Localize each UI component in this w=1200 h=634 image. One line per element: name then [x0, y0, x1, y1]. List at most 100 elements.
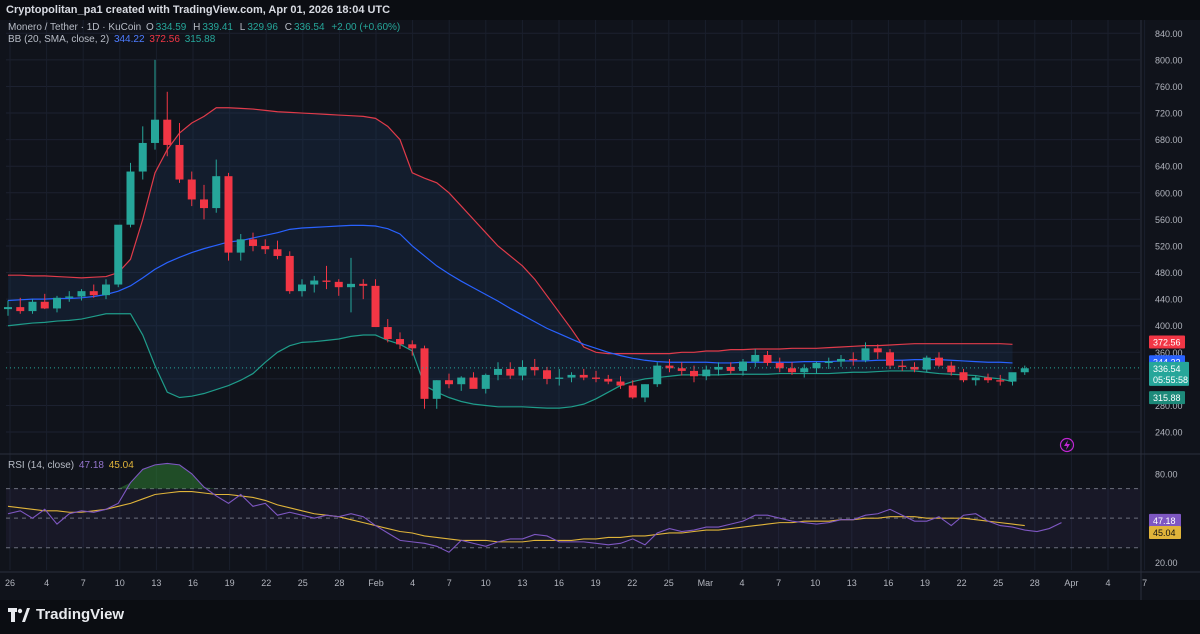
time-tick-label: 4: [44, 578, 49, 588]
candle: [40, 293, 49, 310]
candle-body: [310, 280, 319, 285]
candle: [151, 59, 159, 150]
candle-body: [420, 348, 429, 399]
time-tick-label: 19: [920, 578, 930, 588]
candle-body: [579, 374, 588, 378]
bb-basis-value: 344.22: [113, 34, 145, 45]
time-tick-label: 25: [993, 578, 1003, 588]
candle-body: [616, 381, 625, 386]
candle: [28, 299, 37, 314]
candle: [788, 362, 796, 375]
time-tick-label: 7: [1142, 578, 1147, 588]
time-tick-label: 16: [554, 578, 564, 588]
price-tick-label: 520.00: [1155, 241, 1183, 251]
candle-body: [739, 361, 747, 371]
candle-body: [175, 144, 184, 180]
rsi-value-badge-bg: [1149, 513, 1181, 527]
candle-body: [592, 377, 600, 379]
candle-body: [408, 344, 417, 349]
candle-body: [690, 370, 698, 377]
candle-body: [788, 368, 796, 373]
candle-body: [971, 377, 980, 381]
price-chart-svg[interactable]: 840.00800.00760.00720.00680.00640.00600.…: [0, 20, 1200, 600]
alert-ring: [1059, 437, 1075, 453]
candle-body: [457, 377, 466, 385]
rsi-ma-badge: 45.04: [1149, 526, 1181, 540]
candle: [543, 366, 551, 385]
candle-body: [445, 380, 453, 385]
candle: [800, 364, 809, 378]
candle: [579, 368, 588, 381]
legend-open: 334.59: [155, 22, 187, 33]
candle: [971, 375, 980, 386]
candle: [408, 340, 417, 356]
candle: [947, 361, 956, 376]
candle: [126, 162, 135, 228]
candle-body: [322, 280, 331, 282]
alert-bolt: [1064, 440, 1070, 450]
price-tick-label: 440.00: [1155, 295, 1183, 305]
time-tick-label: 28: [1030, 578, 1040, 588]
price-tick-label: 840.00: [1155, 29, 1183, 39]
candle: [935, 352, 943, 367]
candle: [824, 357, 833, 369]
candle-body: [28, 301, 37, 312]
candle-body: [837, 358, 845, 362]
legend-high: 339.41: [202, 22, 233, 33]
price-tick-label: 400.00: [1155, 321, 1183, 331]
candle-body: [236, 239, 245, 253]
candle-body: [824, 361, 833, 363]
candle: [567, 372, 576, 383]
rsi-tick-label: 20.00: [1155, 558, 1178, 568]
last-price-text: 336.54: [1153, 364, 1181, 374]
time-tick-label: 7: [776, 578, 781, 588]
candle-body: [665, 365, 674, 369]
candle-body: [359, 283, 368, 286]
bb-lower-badge-bg: [1149, 391, 1185, 405]
bb-lower-badge-text: 315.88: [1153, 393, 1181, 403]
time-tick-label: 13: [151, 578, 161, 588]
candle-body: [481, 374, 490, 389]
candle: [4, 300, 12, 316]
candle-body: [151, 119, 159, 143]
candle-body: [935, 357, 943, 366]
rsi-ma-badge-bg: [1149, 526, 1181, 540]
price-tick-label: 720.00: [1155, 109, 1183, 119]
legend-low: 329.96: [247, 22, 278, 33]
time-tick-label: 25: [664, 578, 674, 588]
candle: [261, 239, 270, 254]
bb-upper-badge-bg: [1149, 335, 1185, 349]
candle: [763, 350, 772, 366]
candle-body: [898, 365, 907, 367]
candle: [812, 361, 821, 374]
chart-area[interactable]: 840.00 800.00 760.00 720.00 680.00 640.00 600.…: [0, 20, 1200, 600]
bb-upper-badge: 372.56: [1149, 335, 1185, 349]
candle-body: [518, 366, 527, 376]
time-tick-label: Apr: [1064, 578, 1078, 588]
tradingview-logo-icon: [8, 607, 30, 622]
candle-body: [16, 307, 25, 312]
candle-body: [677, 368, 686, 371]
candle: [616, 376, 625, 389]
candle-body: [800, 368, 809, 373]
candle: [996, 374, 1005, 386]
time-tick-label: Mar: [698, 578, 714, 588]
candle: [518, 360, 527, 381]
candle: [922, 355, 931, 373]
candle: [347, 257, 355, 313]
candle: [628, 380, 637, 399]
time-tick-label: 4: [739, 578, 744, 588]
price-tick-label: 600.00: [1155, 188, 1183, 198]
price-tick-label: 800.00: [1155, 55, 1183, 65]
time-tick-label: 19: [225, 578, 235, 588]
candle: [739, 358, 747, 376]
tradingview-brand[interactable]: TradingView: [8, 606, 124, 623]
candle-body: [53, 297, 61, 309]
candle: [334, 279, 343, 296]
chart-background: [0, 20, 1200, 600]
candle: [481, 373, 490, 394]
time-tick-label: 16: [883, 578, 893, 588]
legend-close-label: C: [284, 22, 292, 33]
